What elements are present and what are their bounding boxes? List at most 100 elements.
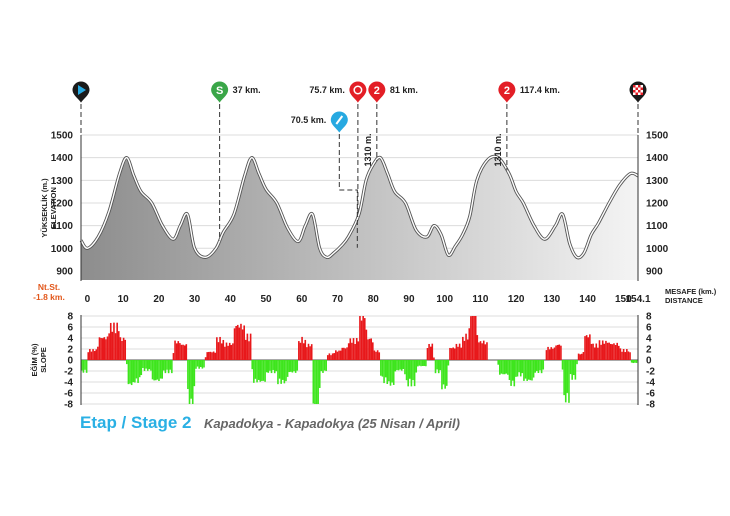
slope-bar (248, 341, 250, 360)
elevation-x-tick: 0 (85, 294, 91, 305)
slope-bar (100, 338, 102, 360)
slope-bar (540, 360, 543, 374)
neutral-start-offset: -1.8 km. (33, 292, 65, 302)
slope-bar (629, 352, 631, 360)
elevation-x-tick: 120 (508, 294, 525, 305)
slope-bar (511, 360, 514, 381)
slope-bar (482, 340, 485, 360)
slope-bar (407, 360, 409, 387)
slope-bar (196, 360, 199, 367)
slope-bar (130, 360, 133, 386)
slope-bar (423, 360, 426, 366)
slope-bar (447, 360, 450, 366)
slope-bar (214, 352, 217, 360)
slope-bar (293, 360, 295, 372)
slope-bar (394, 360, 397, 372)
slope-bar (343, 347, 345, 360)
slope-bar (600, 344, 602, 360)
slope-bar (365, 329, 368, 360)
slope-bar (224, 346, 226, 360)
slope-bar (576, 360, 578, 365)
slope-bar (277, 360, 279, 385)
slope-y-tick: 6 (646, 323, 652, 334)
slope-bar (240, 323, 242, 360)
slope-bar (502, 360, 504, 375)
elevation-x-tick: 90 (403, 294, 415, 305)
slope-y-tick: 2 (646, 345, 652, 356)
marker-label: 75.7 km. (309, 85, 345, 95)
slope-bar (146, 360, 149, 371)
slope-bar (159, 360, 162, 379)
slope-bar (325, 360, 327, 371)
slope-bar (548, 349, 551, 360)
slope-bar (454, 348, 456, 360)
slope-bar (251, 360, 254, 370)
slope-bar (117, 331, 120, 360)
neutral-start-label: Nt.St. (38, 282, 60, 292)
slope-bar (421, 360, 424, 366)
slope-bar (405, 360, 408, 381)
slope-bar (603, 343, 606, 360)
slope-bar (84, 360, 86, 370)
slope-bar (85, 360, 88, 373)
elevation-y-tick: 1500 (51, 131, 74, 142)
slope-bar (564, 360, 567, 403)
elevation-area (81, 156, 638, 280)
slope-bar (624, 352, 627, 360)
slope-bar (211, 352, 213, 360)
slope-bar (198, 360, 200, 369)
slope-bar (527, 360, 530, 380)
slope-bar (441, 360, 443, 390)
slope-bar (116, 322, 118, 360)
slope-bar (175, 343, 178, 360)
slope-bar (273, 360, 276, 374)
slope-bar (635, 360, 638, 363)
elevation-x-tick: 140 (579, 294, 596, 305)
slope-bar (275, 360, 278, 372)
slope-bar (466, 339, 469, 360)
elevation-ylabel: YÜKSEKLİK (m.) (40, 178, 49, 238)
slope-bar (558, 344, 561, 360)
slope-bar (166, 360, 168, 370)
slope-bar (341, 347, 344, 360)
slope-bar (560, 345, 562, 360)
slope-bar (555, 345, 557, 360)
slope-bar (577, 353, 580, 360)
slope-bar (97, 346, 99, 360)
slope-y-tick: 8 (646, 312, 652, 323)
slope-bar (413, 360, 416, 387)
slope-bar (535, 360, 538, 371)
slope-y-tick: -8 (646, 400, 655, 411)
slope-bar (473, 316, 475, 360)
slope-bar (259, 360, 262, 382)
slope-bar (190, 360, 192, 399)
slope-bar (412, 360, 414, 381)
slope-bar (579, 354, 582, 360)
slope-bar (145, 360, 147, 369)
slope-bar (302, 343, 305, 360)
slope-bar (124, 339, 127, 360)
slope-bar (243, 325, 245, 360)
slope-bar (450, 348, 453, 360)
slope-bar (542, 360, 545, 370)
slope-bar (460, 347, 463, 360)
slope-bar (90, 351, 93, 360)
slope-bar (611, 344, 614, 360)
slope-y-tick: -4 (646, 378, 655, 389)
slope-bar (233, 328, 236, 360)
slope-bar (515, 360, 517, 377)
slope-bar (442, 360, 445, 385)
slope-bar (151, 360, 154, 380)
slope-bar (296, 360, 299, 371)
marker-label: 70.5 km. (291, 115, 327, 125)
slope-bar (140, 360, 143, 376)
slope-bar (457, 346, 459, 360)
slope-bar (592, 343, 594, 360)
slope-bar (388, 360, 390, 382)
elevation-y-tick: 1400 (646, 153, 669, 164)
slope-bar (272, 360, 274, 370)
slope-bar (561, 360, 564, 370)
elevation-x-tick: 110 (472, 294, 489, 305)
